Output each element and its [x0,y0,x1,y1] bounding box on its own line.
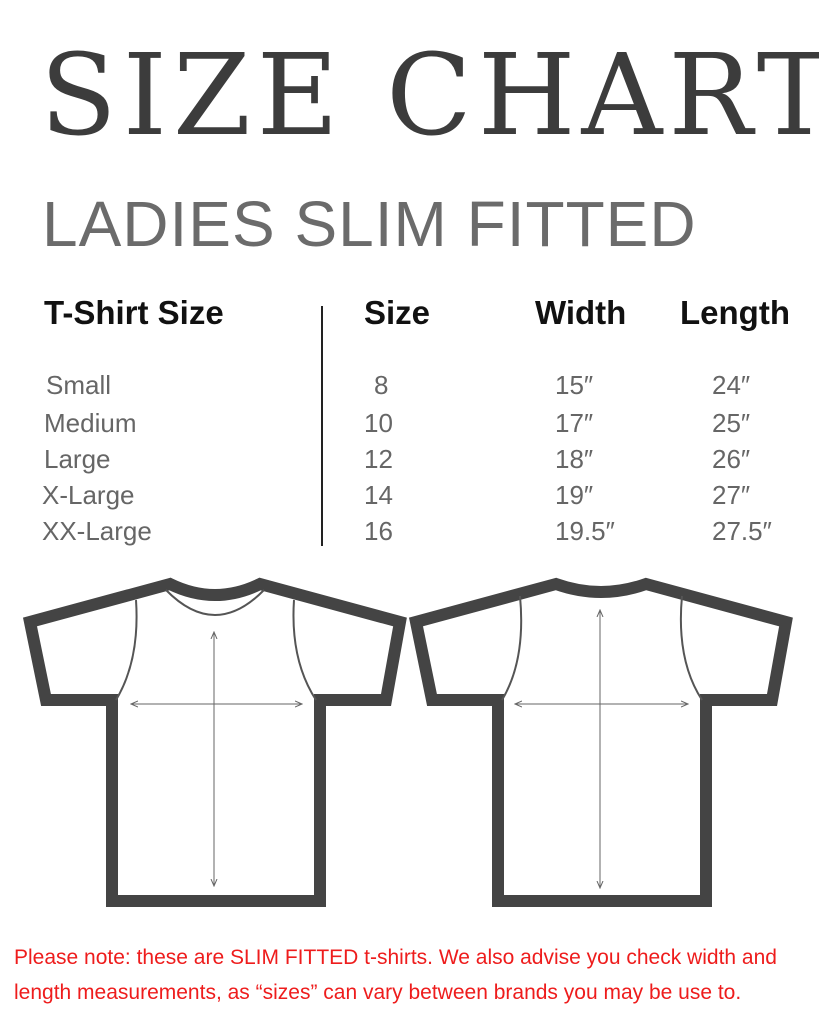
cell-length: 27″ [712,480,751,510]
header-tshirt-size: T-Shirt Size [44,294,224,331]
page-title: SIZE CHART [40,31,819,161]
cell-width: 18″ [555,444,594,474]
cell-length: 27.5″ [712,516,772,546]
header-length: Length [680,294,790,331]
cell-tshirt-size: Large [44,444,111,474]
cell-tshirt-size: XX-Large [42,516,152,546]
cell-size: 12 [364,444,393,474]
cell-length: 25″ [712,408,751,438]
column-divider [321,306,323,546]
cell-width: 19″ [555,480,594,510]
page-subtitle: LADIES SLIM FITTED [42,188,697,260]
cell-width: 15″ [555,370,594,400]
cell-tshirt-size: Medium [44,408,137,438]
cell-length: 24″ [712,370,751,400]
fit-note: Please note: these are SLIM FITTED t-shi… [14,946,777,1004]
cell-tshirt-size: X-Large [42,480,135,510]
header-width: Width [535,294,627,331]
front-tshirt-icon [22,577,407,907]
cell-length: 26″ [712,444,751,474]
cell-width: 17″ [555,408,594,438]
back-tshirt-icon [408,577,793,907]
cell-tshirt-size: Small [46,370,112,400]
cell-size: 8 [374,370,389,400]
cell-size: 10 [364,408,393,438]
cell-size: 14 [364,480,393,510]
cell-width: 19.5″ [555,516,615,546]
header-size: Size [364,294,431,331]
cell-size: 16 [364,516,393,546]
